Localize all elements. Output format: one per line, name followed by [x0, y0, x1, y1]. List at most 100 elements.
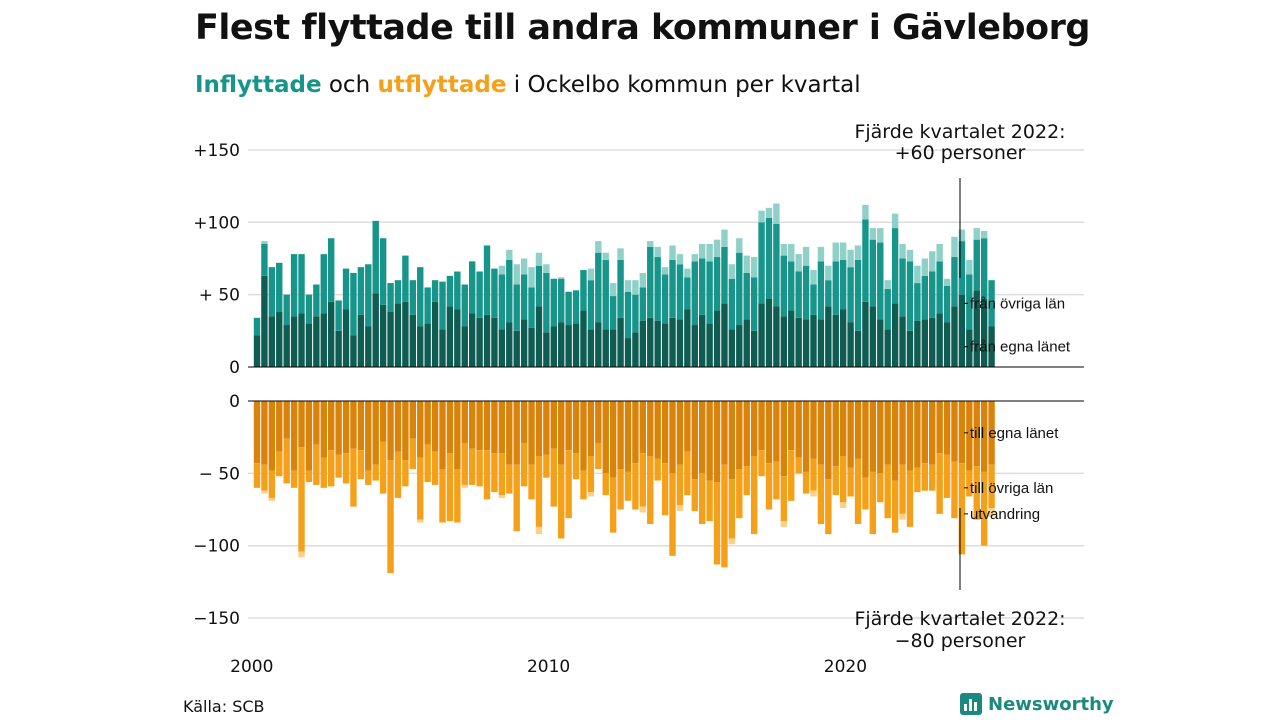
- bar-out-local: [958, 401, 966, 464]
- bar-out-local: [914, 401, 921, 468]
- bar-in-other: [431, 280, 439, 302]
- bar-in-extra: [943, 278, 951, 286]
- bar-out-other: [365, 470, 372, 485]
- bar-in-other: [290, 254, 298, 317]
- bar-in-local: [877, 319, 884, 367]
- bar-in-extra: [780, 244, 788, 256]
- bar-in-other: [706, 261, 713, 324]
- bar-out-extra: [899, 513, 906, 520]
- bar-out-local: [669, 401, 676, 474]
- bar-out-local: [943, 401, 951, 455]
- y-tick-label: +100: [193, 213, 240, 233]
- brand-name: Newsworthy: [988, 693, 1114, 715]
- bar-in-local: [409, 314, 417, 367]
- bar-out-other: [431, 451, 439, 485]
- bar-in-other: [802, 265, 810, 320]
- bar-in-extra: [602, 252, 609, 260]
- x-tick-label: 2020: [824, 657, 867, 677]
- bar-out-local: [773, 401, 780, 462]
- bar-out-extra: [839, 502, 847, 509]
- bar-out-other: [446, 453, 454, 522]
- subtitle-and-word: och: [321, 72, 378, 98]
- bar-in-other: [862, 219, 869, 302]
- bar-out-local: [365, 401, 372, 471]
- bar-out-other: [854, 458, 862, 524]
- bar-in-other: [298, 254, 305, 314]
- bar-in-other: [936, 261, 943, 314]
- bar-out-local: [439, 401, 446, 470]
- bar-out-other: [891, 480, 899, 533]
- bar-in-other: [520, 274, 528, 320]
- bar-in-other: [320, 254, 327, 314]
- bar-in-extra: [958, 229, 966, 242]
- bar-out-local: [936, 401, 943, 454]
- bar-in-other: [958, 241, 966, 295]
- bar-out-local: [654, 401, 661, 459]
- bar-in-local: [268, 316, 276, 367]
- bar-out-extra: [298, 551, 305, 558]
- bar-in-local: [439, 329, 446, 367]
- bar-in-local: [379, 304, 387, 367]
- bar-in-local: [706, 323, 713, 367]
- bar-out-local: [609, 401, 617, 478]
- bar-in-local: [943, 322, 951, 367]
- bar-in-extra: [810, 270, 817, 285]
- bar-in-local: [899, 316, 906, 367]
- bar-in-local: [402, 301, 409, 367]
- bar-out-local: [506, 401, 513, 465]
- bar-in-local: [854, 330, 862, 367]
- bar-out-local: [446, 401, 454, 454]
- bar-out-local: [795, 401, 802, 458]
- bar-in-extra: [936, 244, 943, 262]
- bar-out-local: [572, 401, 580, 454]
- bar-in-extra: [743, 255, 750, 273]
- bar-in-other: [350, 272, 357, 336]
- bar-out-extra: [535, 526, 543, 535]
- subtitle-out-word: utflyttade: [377, 72, 507, 98]
- bar-in-local: [661, 323, 669, 367]
- bar-out-other: [817, 464, 825, 524]
- bar-out-local: [847, 401, 854, 468]
- bar-in-other: [914, 283, 921, 321]
- bar-in-other: [825, 280, 832, 307]
- bar-out-other: [832, 466, 839, 496]
- bar-in-local: [802, 319, 810, 367]
- bar-in-other: [906, 261, 914, 331]
- chart-title: Flest flyttade till andra kommuner i Gäv…: [195, 8, 1090, 48]
- bar-in-local: [684, 309, 691, 367]
- y-tick-label: − 50: [199, 464, 240, 484]
- bar-out-local: [721, 401, 728, 465]
- bar-in-local: [862, 301, 869, 367]
- bar-in-extra: [595, 241, 602, 253]
- bar-in-local: [365, 326, 372, 367]
- bar-out-local: [676, 401, 684, 465]
- bar-in-local: [869, 306, 877, 367]
- bar-in-local: [461, 326, 468, 367]
- bar-out-other: [587, 455, 595, 493]
- segment-label: till övriga län: [970, 480, 1053, 497]
- bar-out-other: [535, 455, 543, 527]
- bar-out-local: [580, 401, 587, 471]
- bar-in-other: [899, 258, 906, 317]
- bar-out-other: [825, 479, 832, 535]
- bar-in-local: [750, 330, 758, 367]
- bar-in-local: [498, 329, 506, 367]
- bar-in-local: [328, 301, 335, 367]
- bar-in-extra: [691, 254, 698, 262]
- bar-out-other: [565, 450, 572, 519]
- bar-in-local: [417, 326, 424, 367]
- bar-out-local: [617, 401, 624, 470]
- bar-in-other: [973, 239, 980, 291]
- segment-label: till egna länet: [970, 425, 1059, 442]
- bar-out-local: [884, 401, 891, 465]
- bar-out-extra: [587, 492, 595, 497]
- bar-out-local: [788, 401, 795, 451]
- bar-out-other: [253, 463, 261, 488]
- bar-out-local: [832, 401, 839, 467]
- x-tick-label: 2010: [527, 657, 570, 677]
- bar-out-local: [877, 401, 884, 474]
- bar-out-local: [765, 401, 773, 464]
- bar-out-other: [943, 454, 951, 498]
- bar-out-local: [706, 401, 713, 481]
- bar-in-local: [394, 303, 402, 367]
